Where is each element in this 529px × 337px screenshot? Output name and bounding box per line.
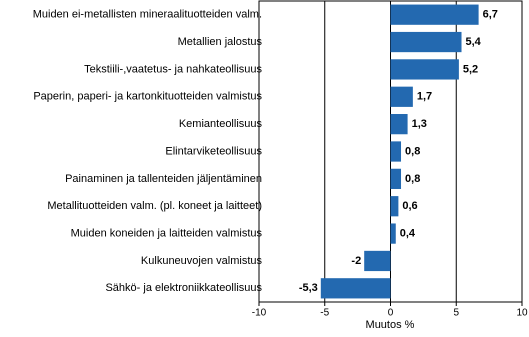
x-axis-label: Muutos %	[366, 319, 415, 331]
y-tick-label: Kemianteollisuus	[179, 118, 263, 130]
bar	[390, 196, 399, 217]
value-label: -2	[351, 255, 361, 267]
y-tick-label: Muiden ei-metallisten mineraalituotteide…	[33, 9, 262, 21]
bar	[390, 59, 459, 80]
x-tick-label: 5	[453, 308, 459, 319]
x-tick-label: 0	[388, 308, 394, 319]
y-tick-label: Paperin, paperi- ja kartonkituotteiden v…	[33, 91, 262, 103]
bar	[390, 86, 413, 107]
bar	[390, 4, 479, 25]
y-tick-label: Sähkö- ja elektroniikkateollisuus	[105, 282, 262, 294]
value-label: 0,8	[405, 145, 420, 157]
bar	[390, 141, 402, 162]
value-label: 1,3	[412, 118, 427, 130]
bar	[390, 223, 396, 244]
bar	[390, 168, 402, 189]
value-label: 0,8	[405, 173, 420, 185]
value-label: 0,4	[400, 227, 416, 239]
x-tick-label: -10	[252, 308, 267, 319]
bar	[364, 250, 391, 272]
x-tick-label: -5	[320, 308, 329, 319]
y-tick-label: Metallien jalostus	[178, 36, 263, 48]
value-label: 5,2	[463, 63, 478, 75]
bar	[320, 278, 391, 299]
y-tick-label: Metallituotteiden valm. (pl. koneet ja l…	[47, 200, 262, 212]
value-label: 1,7	[417, 91, 432, 103]
y-tick-label: Kulkuneuvojen valmistus	[141, 255, 263, 267]
bar	[390, 31, 462, 53]
y-tick-label: Muiden koneiden ja laitteiden valmistus	[71, 227, 263, 239]
value-label: 0,6	[402, 200, 417, 212]
value-label: 5,4	[466, 36, 482, 48]
y-tick-label: Painaminen ja tallenteiden jäljentäminen	[65, 173, 262, 185]
value-label: -5,3	[299, 282, 318, 294]
x-tick-label: 10	[516, 308, 528, 319]
y-tick-label: Elintarviketeollisuus	[165, 145, 262, 157]
value-label: 6,7	[483, 9, 498, 21]
y-tick-label: Tekstiili-,vaatetus- ja nahkateollisuus	[84, 63, 262, 75]
bar	[390, 114, 408, 135]
